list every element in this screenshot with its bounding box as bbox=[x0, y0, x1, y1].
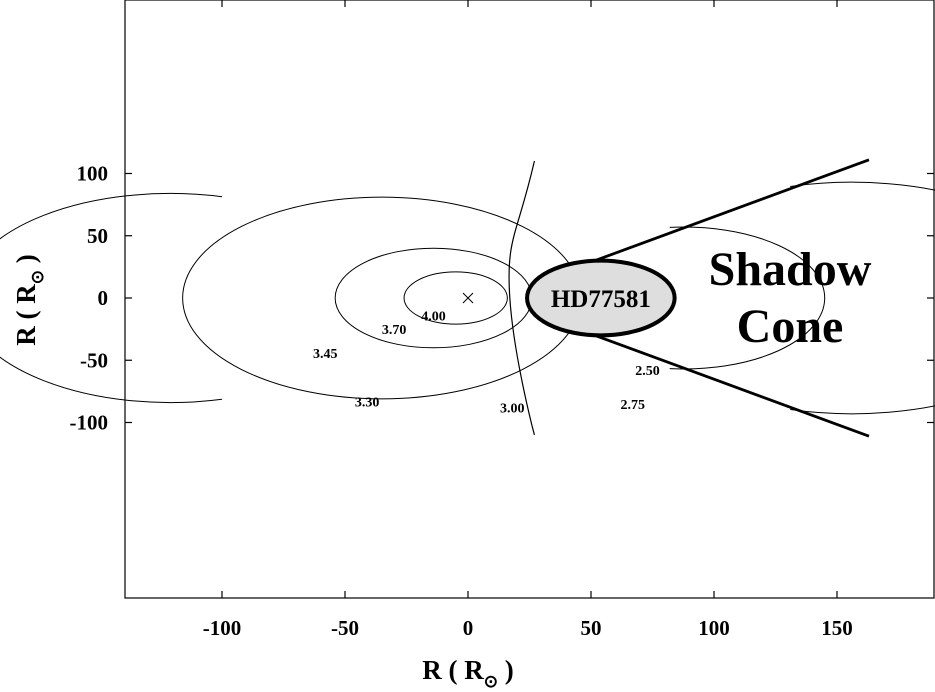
contour-2-75 bbox=[790, 181, 935, 415]
contour-2-50 bbox=[669, 226, 826, 370]
shadow-cone-lower-edge bbox=[565, 323, 870, 438]
contour-3-45-label: 3.45 bbox=[313, 347, 338, 362]
star-hd77581 bbox=[525, 258, 677, 338]
contour-2-50-label: 2.50 bbox=[635, 364, 660, 379]
contour-3-00-label: 3.00 bbox=[500, 402, 524, 417]
contour-4-00 bbox=[403, 271, 508, 325]
contour-3-00 bbox=[508, 160, 536, 436]
shadow-cone-label-line1: Shadow bbox=[709, 243, 872, 296]
contour-3-45 bbox=[182, 196, 582, 400]
y-axis-title-close: ) bbox=[11, 254, 41, 270]
x-axis-title-close: ) bbox=[498, 655, 514, 685]
contour-labels: 4.00 3.70 3.45 3.30 3.00 2.75 2.50 bbox=[313, 309, 660, 416]
compact-object-cross-b bbox=[462, 292, 474, 304]
x-tick-label: 150 bbox=[821, 616, 853, 640]
contour-3-70-label: 3.70 bbox=[382, 323, 407, 338]
compact-object-marker bbox=[462, 292, 474, 304]
x-tick-label: 0 bbox=[463, 616, 474, 640]
contour-3-70 bbox=[334, 247, 533, 349]
x-axis-title: R ( R⊙ ) bbox=[422, 655, 514, 691]
y-tick-label: -100 bbox=[70, 411, 109, 435]
contour-2-75-label: 2.75 bbox=[621, 398, 646, 413]
star-disk bbox=[525, 258, 677, 338]
contour-3-30-label: 3.30 bbox=[355, 395, 380, 410]
y-axis-title-main: R ( R bbox=[11, 284, 41, 346]
contour-4-00-label: 4.00 bbox=[421, 309, 446, 324]
x-tick-label: -100 bbox=[203, 616, 242, 640]
y-axis-title: R ( R⊙ ) bbox=[11, 254, 47, 346]
plot-frame bbox=[124, 0, 935, 599]
x-axis-sun-symbol: ⊙ bbox=[484, 672, 498, 691]
axis-ticks: -100 -50 0 50 100 150 100 50 0 -50 -100 bbox=[70, 0, 934, 640]
y-axis-sun-symbol: ⊙ bbox=[28, 270, 47, 284]
x-tick-label: 100 bbox=[698, 616, 730, 640]
shadow-cone-label-line2: Cone bbox=[737, 300, 844, 353]
y-tick-label: 0 bbox=[98, 286, 109, 310]
star-name-label: HD77581 bbox=[551, 286, 651, 313]
x-tick-label: 50 bbox=[581, 616, 602, 640]
x-tick-label: -50 bbox=[331, 616, 359, 640]
x-axis-title-main: R ( R bbox=[422, 655, 484, 685]
y-tick-label: 50 bbox=[87, 224, 108, 248]
y-tick-label: 100 bbox=[77, 162, 109, 186]
shadow-cone-upper-edge bbox=[565, 158, 870, 273]
y-tick-label: -50 bbox=[80, 348, 108, 372]
shadow-cone bbox=[565, 158, 870, 438]
contour-3-30 bbox=[0, 192, 223, 404]
